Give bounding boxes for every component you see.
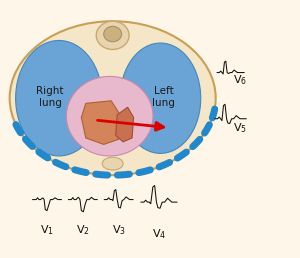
Ellipse shape [96, 21, 129, 50]
Ellipse shape [16, 41, 102, 156]
Polygon shape [116, 107, 134, 142]
Text: V$_{3}$: V$_{3}$ [112, 223, 126, 237]
Text: V$_{5}$: V$_{5}$ [232, 121, 247, 135]
Polygon shape [81, 101, 120, 144]
Ellipse shape [66, 76, 153, 156]
Ellipse shape [102, 157, 123, 170]
Text: Left
lung: Left lung [152, 86, 175, 108]
Text: V$_{6}$: V$_{6}$ [232, 73, 247, 87]
Ellipse shape [10, 21, 216, 175]
Text: V$_{1}$: V$_{1}$ [40, 223, 54, 237]
Ellipse shape [120, 43, 201, 153]
Ellipse shape [104, 26, 122, 42]
Text: V$_{4}$: V$_{4}$ [152, 227, 166, 241]
Text: V$_{2}$: V$_{2}$ [76, 223, 90, 237]
Text: Right
lung: Right lung [36, 86, 64, 108]
